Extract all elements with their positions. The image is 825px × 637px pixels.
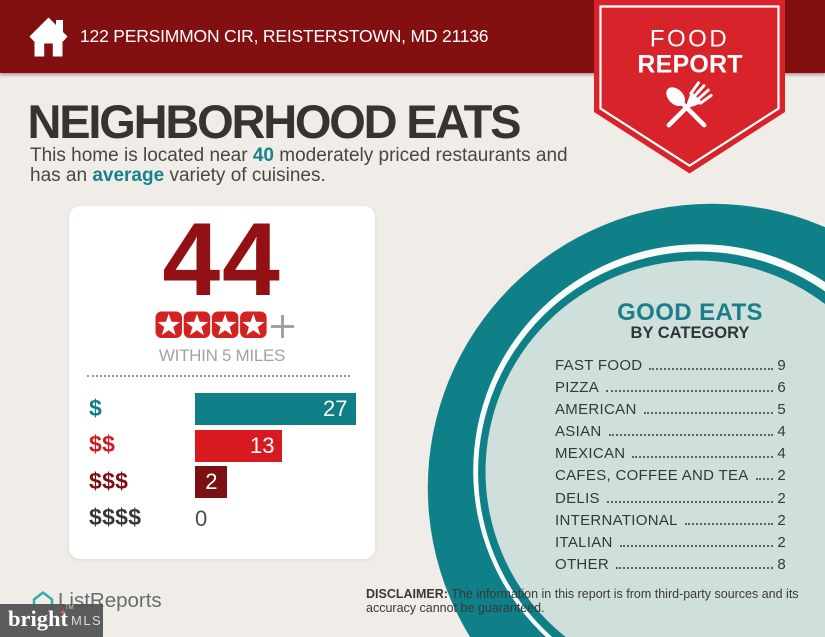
svg-text:REPORT: REPORT	[637, 51, 742, 79]
svg-text:FOOD: FOOD	[650, 26, 729, 53]
